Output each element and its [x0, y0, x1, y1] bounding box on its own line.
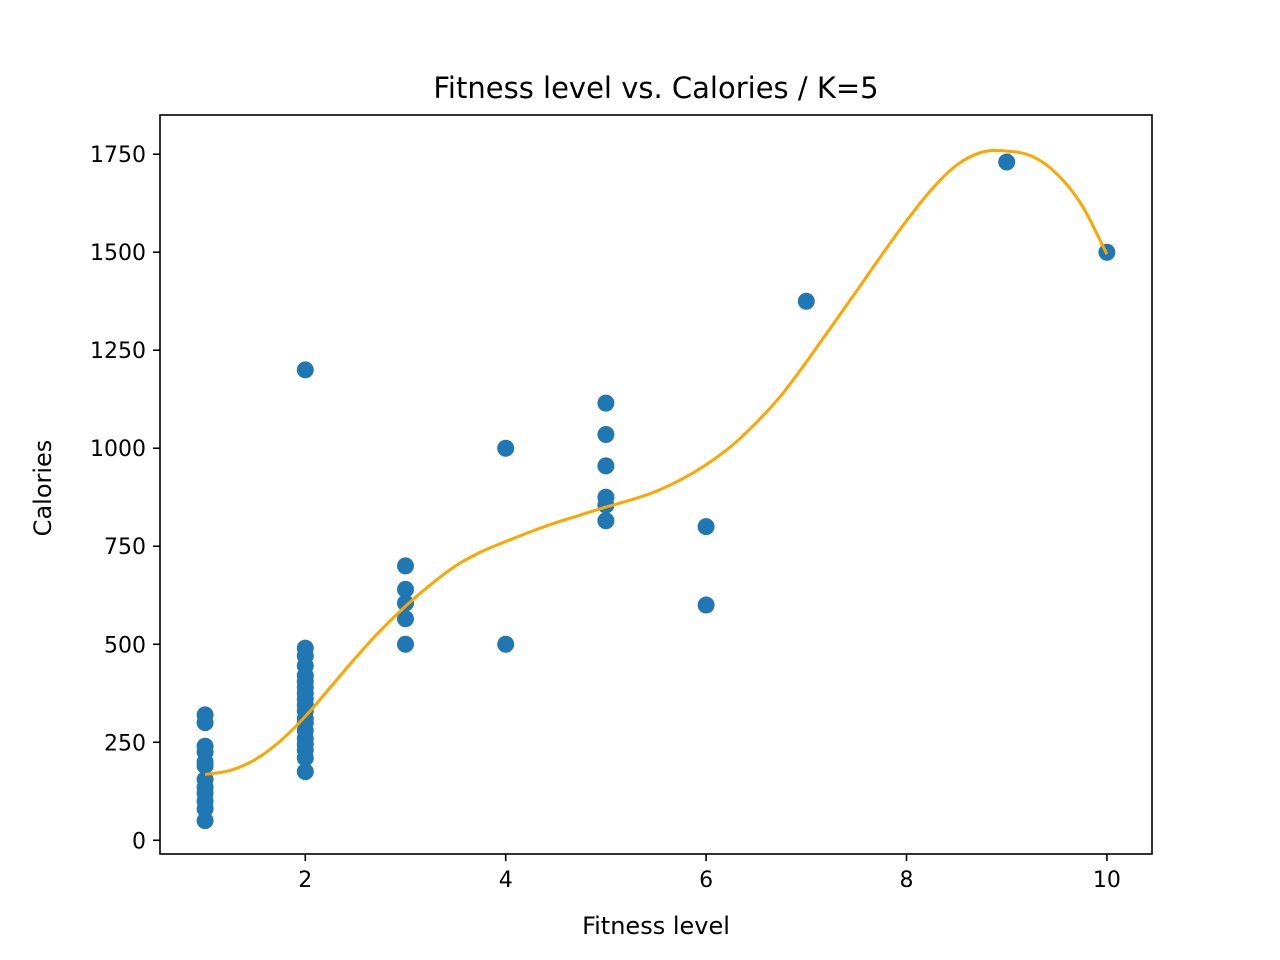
y-axis-ticks: 0 250 500 750 1000 1250 1500 1750 — [90, 143, 160, 854]
x-axis-label: Fitness level — [582, 912, 730, 940]
data-point — [396, 594, 414, 612]
x-tick-label: 8 — [900, 868, 914, 893]
data-point — [597, 457, 615, 475]
data-point — [597, 488, 615, 506]
data-point — [497, 439, 515, 457]
data-point — [296, 639, 314, 657]
y-tick-label: 1250 — [90, 339, 146, 364]
y-tick-label: 750 — [104, 535, 146, 560]
data-point — [597, 426, 615, 444]
data-point — [597, 512, 615, 530]
y-tick-label: 1000 — [90, 437, 146, 462]
data-point — [597, 394, 615, 412]
y-tick-label: 250 — [104, 731, 146, 756]
fit-curve — [204, 149, 1109, 776]
data-point — [196, 812, 214, 830]
data-point — [998, 153, 1016, 171]
data-point — [396, 557, 414, 575]
x-tick-label: 2 — [298, 868, 312, 893]
x-axis-ticks: 2 4 6 8 10 — [298, 854, 1121, 893]
data-point — [697, 518, 715, 536]
chart-title: Fitness level vs. Calories / K=5 — [433, 71, 878, 105]
data-point — [797, 292, 815, 310]
data-point — [296, 763, 314, 781]
data-point — [196, 706, 214, 724]
data-point — [396, 580, 414, 598]
y-tick-label: 0 — [132, 829, 146, 854]
data-point — [697, 596, 715, 614]
axes-frame — [159, 114, 1153, 855]
x-tick-label: 10 — [1093, 868, 1121, 893]
y-axis-label: Calories — [29, 440, 57, 537]
data-point — [296, 361, 314, 379]
data-point — [196, 737, 214, 755]
y-tick-label: 1750 — [90, 143, 146, 168]
x-tick-label: 6 — [699, 868, 713, 893]
y-tick-label: 500 — [104, 633, 146, 658]
data-point — [396, 635, 414, 653]
x-tick-label: 4 — [499, 868, 513, 893]
plot-area — [196, 149, 1116, 830]
data-point — [396, 610, 414, 628]
data-point — [497, 635, 515, 653]
y-tick-label: 1500 — [90, 241, 146, 266]
